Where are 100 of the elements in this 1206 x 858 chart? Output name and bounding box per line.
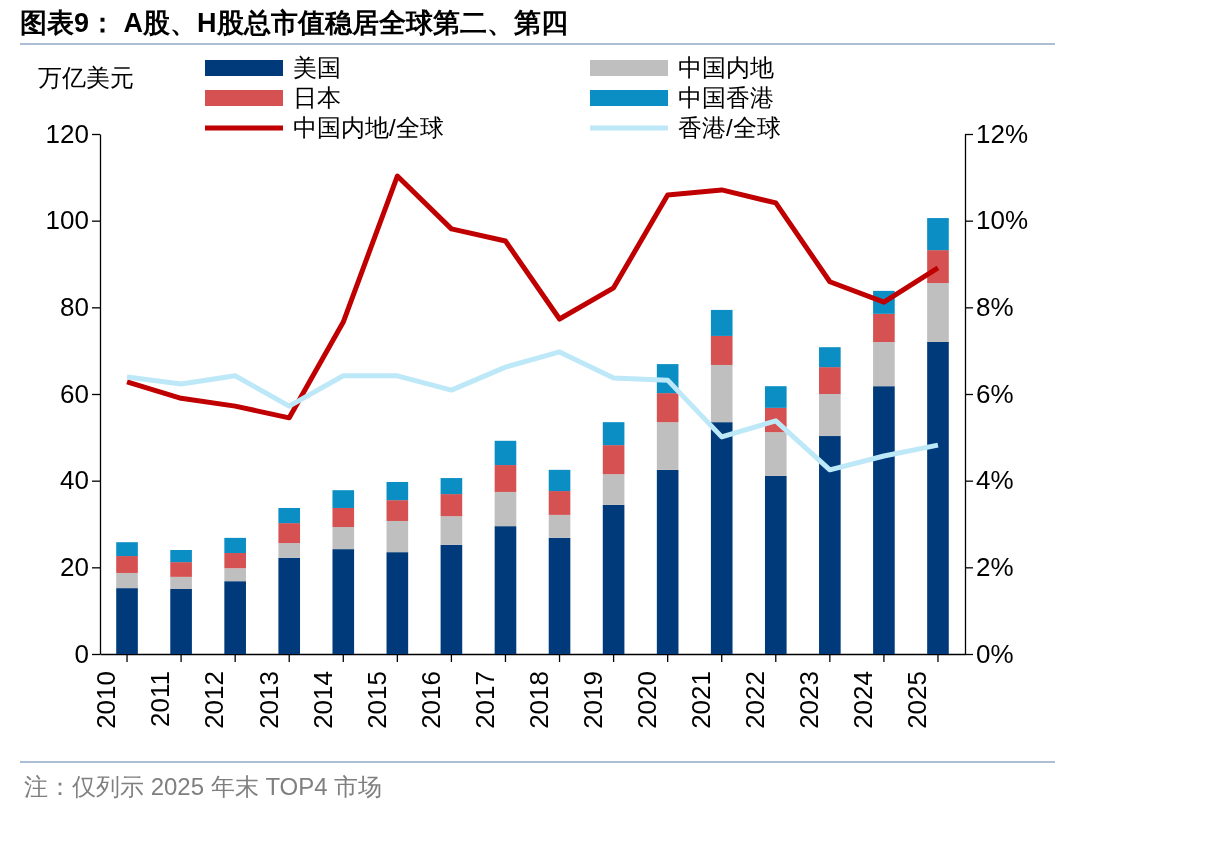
bar xyxy=(386,500,409,521)
x-tick-label: 2024 xyxy=(848,671,879,729)
bar xyxy=(927,283,949,342)
y-tick-label: 80 xyxy=(60,292,89,323)
bar xyxy=(548,469,571,492)
bar xyxy=(116,572,138,589)
x-tick-label: 2015 xyxy=(361,671,392,729)
bar xyxy=(440,478,463,495)
y-tick-label: 60 xyxy=(60,378,89,409)
bar xyxy=(170,576,192,589)
bar xyxy=(386,481,409,501)
x-tick-label: 2018 xyxy=(523,671,554,729)
bar xyxy=(170,589,192,654)
bar xyxy=(116,542,138,557)
bar xyxy=(224,537,246,554)
y-axis-title: 万亿美元 xyxy=(38,64,134,91)
legend-label: 美国 xyxy=(293,54,341,81)
bar xyxy=(710,309,733,336)
x-tick-label: 2013 xyxy=(253,671,284,729)
bar xyxy=(494,491,517,527)
bar xyxy=(494,526,517,654)
bar xyxy=(710,364,733,423)
x-tick-label: 2016 xyxy=(415,671,446,729)
x-tick-label: 2023 xyxy=(794,671,825,729)
y-tick-label: 100 xyxy=(45,205,89,236)
bar xyxy=(873,342,895,387)
bar xyxy=(602,474,625,505)
bar xyxy=(819,436,841,654)
bar xyxy=(278,543,301,558)
bar xyxy=(819,367,841,394)
bar xyxy=(116,588,138,654)
legend-label: 香港/全球 xyxy=(678,114,781,141)
bar xyxy=(224,568,246,582)
bar xyxy=(170,562,192,577)
y2-tick-label: 0% xyxy=(976,638,1014,669)
bar xyxy=(602,445,625,475)
bar xyxy=(602,422,625,446)
bar xyxy=(224,581,246,654)
x-tick-label: 2011 xyxy=(145,671,176,727)
bar xyxy=(116,556,138,573)
bar xyxy=(710,335,733,365)
bar xyxy=(224,553,246,569)
chart-title: 图表9： A股、H股总市值稳居全球第二、第四 xyxy=(20,8,568,38)
bar xyxy=(278,507,301,524)
bar xyxy=(332,527,355,550)
bar xyxy=(873,386,895,654)
bar xyxy=(656,422,679,470)
y2-tick-label: 4% xyxy=(976,465,1014,496)
legend-label: 中国香港 xyxy=(678,84,774,111)
y-tick-label: 0 xyxy=(74,638,89,669)
bar xyxy=(819,347,841,368)
x-tick-label: 2025 xyxy=(902,671,933,729)
bar xyxy=(927,250,949,284)
bar xyxy=(656,469,679,654)
bar xyxy=(548,491,571,515)
y-tick-label: 20 xyxy=(60,552,89,583)
x-tick-label: 2020 xyxy=(631,671,662,729)
y2-tick-label: 12% xyxy=(976,118,1029,149)
y2-tick-label: 8% xyxy=(976,292,1014,323)
y2-tick-label: 10% xyxy=(976,205,1029,236)
x-tick-label: 2010 xyxy=(91,671,122,729)
bar xyxy=(710,422,733,654)
text: 注：仅列示 2025 年末 TOP4 市场 xyxy=(24,773,383,800)
bar xyxy=(440,516,463,545)
bar xyxy=(656,393,679,423)
bar xyxy=(927,218,949,251)
bar xyxy=(548,537,571,654)
bar xyxy=(170,550,192,563)
bar xyxy=(764,386,787,408)
bar xyxy=(440,544,463,654)
legend-label: 中国内地 xyxy=(678,54,774,81)
x-tick-label: 2019 xyxy=(577,671,608,729)
x-tick-label: 2021 xyxy=(686,671,717,729)
y-tick-label: 40 xyxy=(60,465,89,496)
bar xyxy=(873,313,895,342)
bar xyxy=(278,523,301,544)
bar xyxy=(386,520,409,553)
y2-tick-label: 2% xyxy=(976,552,1014,583)
bar xyxy=(494,465,517,492)
y-tick-label: 120 xyxy=(45,118,89,149)
bar xyxy=(764,475,787,654)
x-tick-label: 2014 xyxy=(307,671,338,729)
x-tick-label: 2022 xyxy=(740,671,771,729)
bar xyxy=(494,440,517,466)
bar xyxy=(548,514,571,538)
bar xyxy=(764,432,787,476)
bar xyxy=(332,490,355,508)
x-tick-label: 2012 xyxy=(199,671,230,729)
bar xyxy=(927,342,949,654)
bar xyxy=(819,394,841,437)
legend-label: 中国内地/全球 xyxy=(293,114,444,141)
y2-tick-label: 6% xyxy=(976,378,1014,409)
bar xyxy=(332,549,355,654)
bar xyxy=(332,507,355,528)
bar xyxy=(278,557,301,654)
bar xyxy=(440,494,463,517)
bar xyxy=(602,504,625,654)
legend-label: 日本 xyxy=(293,84,341,111)
bar xyxy=(386,552,409,654)
x-tick-label: 2017 xyxy=(469,671,500,729)
